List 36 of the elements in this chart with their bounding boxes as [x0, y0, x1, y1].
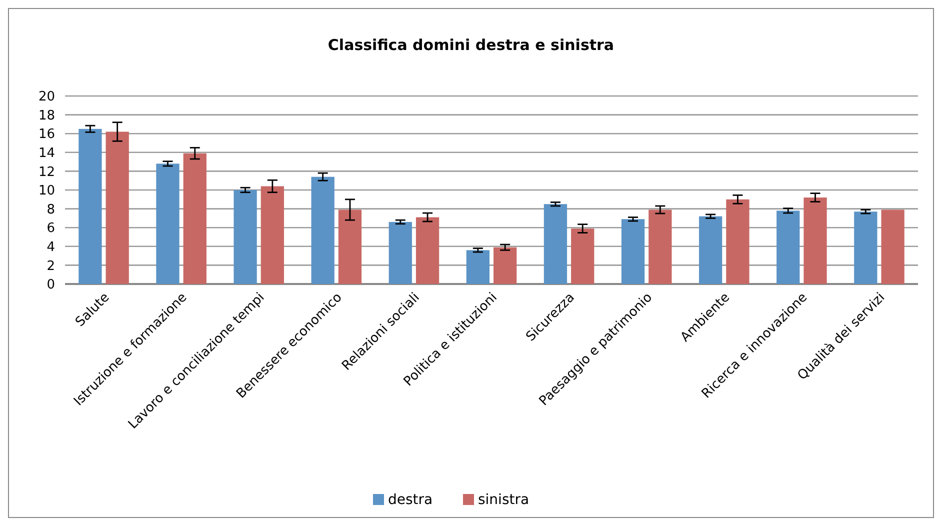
bar — [338, 210, 362, 284]
bar — [260, 186, 284, 284]
bar — [881, 210, 904, 284]
bar — [78, 128, 102, 284]
bar — [854, 212, 878, 284]
bar — [106, 132, 129, 284]
bar — [416, 217, 440, 284]
y-tick-label: 16 — [38, 127, 55, 142]
bar — [311, 176, 334, 284]
bar — [156, 164, 180, 284]
y-tick-label: 10 — [38, 184, 55, 199]
y-tick-label: 18 — [38, 108, 55, 124]
y-tick-label: 8 — [46, 202, 55, 218]
y-tick-label: 0 — [46, 278, 55, 293]
bar — [183, 153, 206, 284]
bar — [621, 219, 645, 284]
bar — [804, 198, 827, 284]
legend-label: sinistra — [478, 492, 530, 508]
bar — [698, 216, 722, 284]
bar — [571, 228, 594, 284]
y-tick-label: 6 — [46, 221, 55, 236]
bar — [234, 190, 257, 284]
y-tick-label: 2 — [46, 258, 55, 274]
y-tick-label: 4 — [46, 240, 55, 255]
bar — [544, 204, 568, 284]
bar — [388, 222, 412, 284]
y-tick-label: 12 — [38, 164, 55, 180]
bar — [648, 210, 672, 284]
bar — [466, 250, 490, 284]
bar — [494, 247, 517, 284]
chart-title: Classifica domini destra e sinistra — [328, 36, 614, 54]
y-tick-label: 14 — [38, 146, 55, 161]
bar — [726, 199, 750, 284]
y-tick-label: 20 — [38, 90, 55, 105]
bar — [776, 210, 800, 284]
legend-label: destra — [388, 492, 433, 508]
